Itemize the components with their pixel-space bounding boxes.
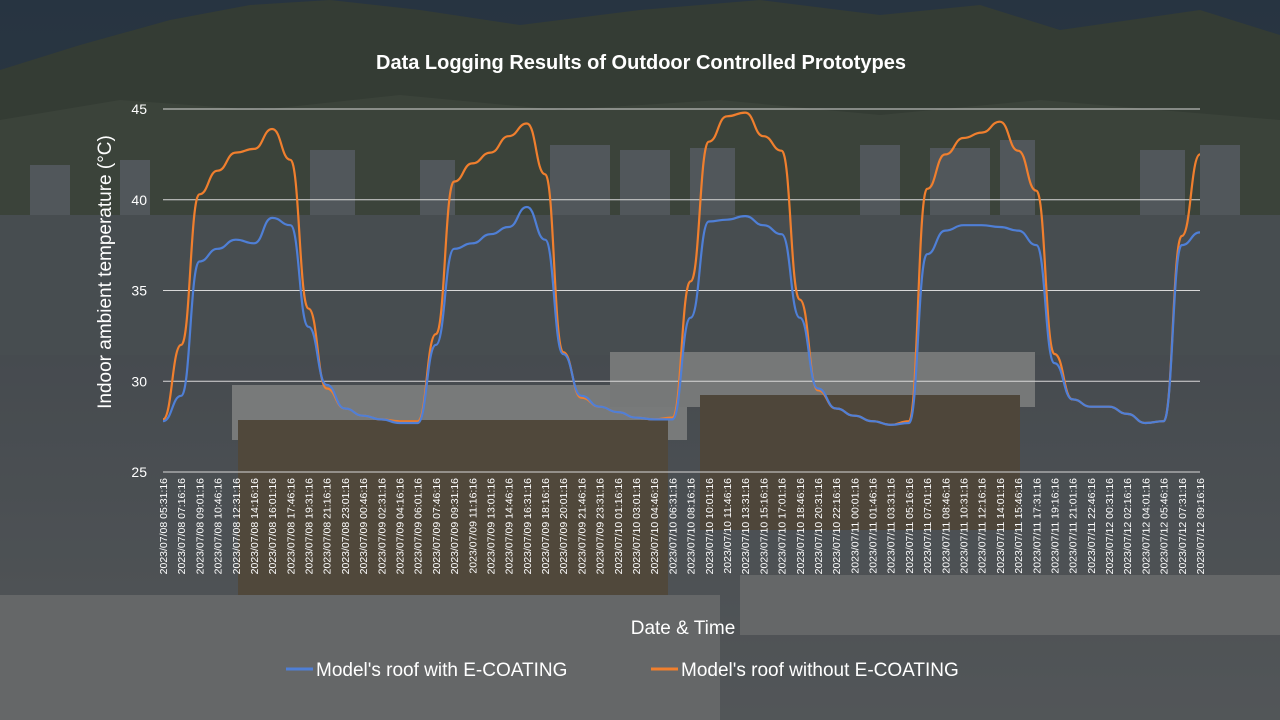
x-tick-label: 2023/07/09 14:46:16 [504, 478, 516, 575]
y-tick-label: 30 [131, 373, 147, 389]
x-tick-label: 2023/07/09 18:16:16 [540, 478, 552, 575]
x-tick-label: 2023/07/10 01:16:16 [613, 478, 625, 575]
x-tick-label: 2023/07/08 23:01:16 [340, 478, 352, 575]
x-axis-ticks: 2023/07/08 05:31:16 2023/07/08 07:16:16 20… [158, 478, 1207, 575]
x-tick-label: 2023/07/08 19:31:16 [304, 478, 316, 575]
series-line-with-coating [162, 205, 1201, 426]
x-tick-label: 2023/07/09 21:46:16 [576, 478, 588, 575]
x-tick-label: 2023/07/09 06:01:16 [413, 478, 425, 575]
x-tick-label: 2023/07/11 15:46:16 [1013, 478, 1025, 574]
legend-label-without-coating: Model's roof without E-COATING [681, 660, 959, 681]
x-tick-label: 2023/07/10 20:31:16 [813, 478, 825, 575]
x-tick-label: 2023/07/09 16:31:16 [522, 478, 534, 575]
y-tick-label: 25 [131, 464, 147, 480]
x-tick-label: 2023/07/11 19:16:16 [1049, 478, 1061, 574]
y-axis-label: Indoor ambient temperature (°C) [95, 135, 116, 409]
x-tick-label: 2023/07/11 08:46:16 [940, 478, 952, 574]
x-tick-label: 2023/07/10 18:46:16 [795, 478, 807, 575]
x-tick-label: 2023/07/11 01:46:16 [868, 478, 880, 574]
x-axis-label: Date & Time [631, 618, 736, 639]
x-tick-label: 2023/07/08 16:01:16 [267, 478, 279, 575]
x-tick-label: 2023/07/12 07:31:16 [1177, 478, 1189, 575]
x-tick-label: 2023/07/10 10:01:16 [704, 478, 716, 575]
x-tick-label: 2023/07/11 07:01:16 [922, 478, 934, 574]
x-tick-label: 2023/07/10 04:46:16 [649, 478, 661, 575]
x-tick-label: 2023/07/09 02:31:16 [376, 478, 388, 575]
y-axis-ticks: 25 30 35 40 45 [131, 101, 147, 480]
legend: Model's roof with E-COATING Model's roof… [286, 660, 959, 681]
x-tick-label: 2023/07/08 12:31:16 [231, 478, 243, 575]
x-tick-label: 2023/07/10 06:31:16 [667, 478, 679, 575]
series-lines [161, 111, 1202, 426]
x-tick-label: 2023/07/08 09:01:16 [194, 478, 206, 575]
tables [0, 575, 1280, 720]
x-tick-label: 2023/07/08 17:46:16 [285, 478, 297, 575]
x-tick-label: 2023/07/09 11:16:16 [467, 478, 479, 574]
series-line-without-coating [161, 111, 1202, 426]
chart-title: Data Logging Results of Outdoor Controll… [376, 52, 906, 74]
x-tick-label: 2023/07/11 17:31:16 [1031, 478, 1043, 574]
legend-label-with-coating: Model's roof with E-COATING [316, 660, 567, 681]
x-tick-label: 2023/07/10 22:16:16 [831, 478, 843, 575]
x-tick-label: 2023/07/11 12:16:16 [977, 478, 989, 574]
x-tick-label: 2023/07/09 13:01:16 [485, 478, 497, 575]
x-tick-label: 2023/07/11 05:16:16 [904, 478, 916, 574]
x-tick-label: 2023/07/11 22:46:16 [1086, 478, 1098, 574]
x-tick-label: 2023/07/09 00:46:16 [358, 478, 370, 575]
x-tick-label: 2023/07/10 13:31:16 [740, 478, 752, 575]
x-tick-label: 2023/07/08 05:31:16 [158, 478, 170, 575]
x-tick-label: 2023/07/09 07:46:16 [431, 478, 443, 575]
x-tick-label: 2023/07/12 09:16:16 [1195, 478, 1207, 575]
prototype-box-right [610, 352, 1035, 530]
x-tick-label: 2023/07/08 14:16:16 [249, 478, 261, 575]
x-tick-label: 2023/07/08 07:16:16 [176, 478, 188, 575]
x-tick-label: 2023/07/11 10:31:16 [958, 478, 970, 574]
x-tick-label: 2023/07/12 02:16:16 [1122, 478, 1134, 575]
x-tick-label: 2023/07/09 04:16:16 [395, 478, 407, 575]
x-tick-label: 2023/07/12 00:31:16 [1104, 478, 1116, 575]
y-tick-label: 40 [131, 192, 147, 208]
x-tick-label: 2023/07/09 23:31:16 [595, 478, 607, 575]
x-tick-label: 2023/07/12 05:46:16 [1159, 478, 1171, 575]
x-tick-label: 2023/07/11 14:01:16 [995, 478, 1007, 574]
y-tick-label: 35 [131, 283, 147, 299]
x-tick-label: 2023/07/08 10:46:16 [213, 478, 225, 575]
x-tick-label: 2023/07/09 20:01:16 [558, 478, 570, 575]
x-tick-label: 2023/07/11 03:31:16 [886, 478, 898, 574]
x-tick-label: 2023/07/10 08:16:16 [686, 478, 698, 575]
x-tick-label: 2023/07/10 11:46:16 [722, 478, 734, 574]
x-tick-label: 2023/07/10 03:01:16 [631, 478, 643, 575]
gridlines [163, 108, 1200, 473]
x-tick-label: 2023/07/10 17:01:16 [777, 478, 789, 575]
parapet-wall [0, 215, 1280, 355]
y-tick-label: 45 [131, 101, 147, 117]
x-tick-label: 2023/07/10 15:16:16 [758, 478, 770, 575]
x-tick-label: 2023/07/08 21:16:16 [322, 478, 334, 575]
x-tick-label: 2023/07/11 00:01:16 [849, 478, 861, 574]
x-tick-label: 2023/07/09 09:31:16 [449, 478, 461, 575]
x-tick-label: 2023/07/12 04:01:16 [1140, 478, 1152, 575]
x-tick-label: 2023/07/11 21:01:16 [1068, 478, 1080, 574]
